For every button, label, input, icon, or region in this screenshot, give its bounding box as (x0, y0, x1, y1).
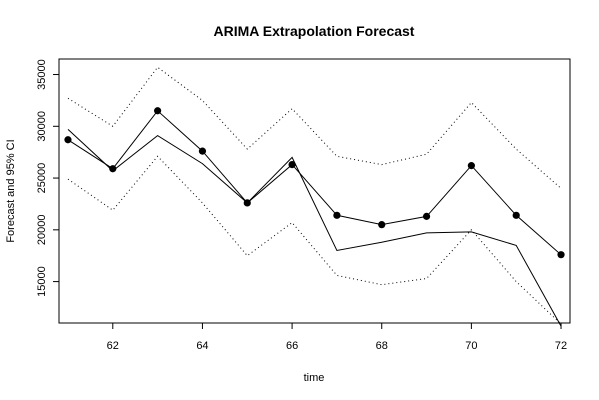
chart-title: ARIMA Extrapolation Forecast (214, 23, 415, 39)
x-tick-label: 62 (107, 340, 119, 352)
forecast-point (109, 165, 117, 173)
forecast-point (512, 211, 520, 219)
x-tick-label: 72 (555, 340, 567, 352)
forecast-point (378, 221, 386, 229)
y-tick-label: 35000 (36, 59, 48, 90)
forecast-point (64, 136, 72, 144)
plot-frame (58, 58, 571, 324)
x-tick-label: 64 (196, 340, 208, 352)
y-axis-label: Forecast and 95% CI (5, 139, 17, 242)
forecast-point (154, 107, 162, 115)
forecast-point (333, 211, 341, 219)
x-tick-label: 66 (286, 340, 298, 352)
x-axis: 62 64 66 68 70 72 (107, 323, 567, 352)
series-line-3 (67, 66, 562, 189)
series-line-1 (67, 110, 562, 256)
forecast-point (198, 147, 207, 155)
forecast-point (557, 251, 565, 259)
x-axis-label: time (304, 372, 325, 384)
forecast-point (288, 161, 296, 169)
series-layer (64, 66, 565, 327)
y-axis: 15000 20000 25000 30000 35000 (36, 59, 59, 297)
forecast-point (422, 212, 431, 220)
forecast-point (467, 162, 475, 170)
y-tick-label: 20000 (36, 215, 48, 246)
y-tick-label: 15000 (36, 266, 48, 297)
x-tick-label: 70 (465, 340, 477, 352)
series-line-4 (67, 155, 562, 325)
y-tick-label: 25000 (36, 163, 48, 194)
x-tick-label: 68 (376, 340, 388, 352)
y-tick-label: 30000 (36, 111, 48, 142)
series-line-2 (67, 129, 562, 327)
